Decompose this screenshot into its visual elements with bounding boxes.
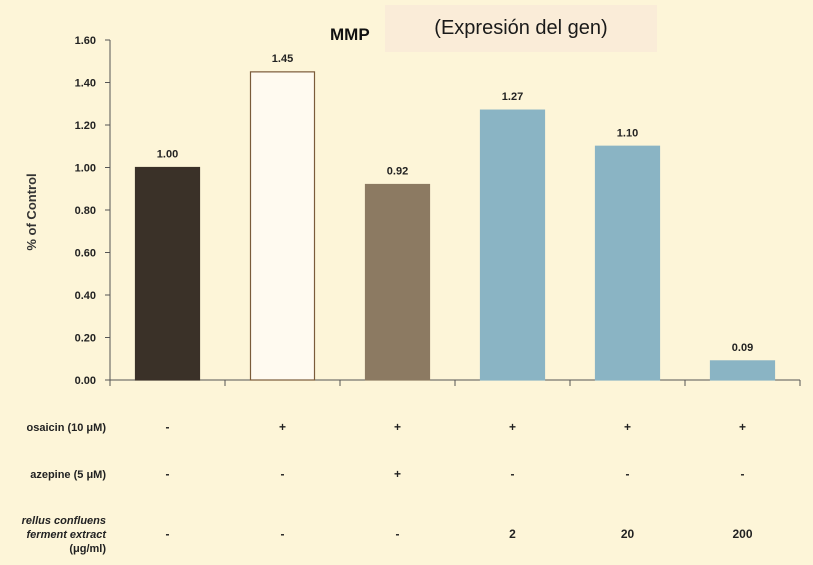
- gene-expression-caption: (Expresión del gen): [385, 5, 657, 52]
- y-tick-label: 1.60: [75, 35, 96, 47]
- condition-label: osaicin (10 μM): [27, 422, 107, 434]
- condition-value: -: [166, 467, 170, 481]
- bar: [134, 166, 201, 381]
- y-tick-label: 0.40: [75, 290, 96, 302]
- y-tick-label: 0.80: [75, 205, 96, 217]
- condition-value: -: [166, 420, 170, 434]
- condition-label: azepine (5 μM): [30, 469, 106, 481]
- y-tick-label: 1.20: [75, 120, 96, 132]
- condition-value: -: [281, 467, 285, 481]
- condition-value: -: [511, 467, 515, 481]
- condition-value: +: [394, 467, 401, 481]
- condition-value: +: [394, 420, 401, 434]
- bar: [709, 360, 776, 381]
- bar-value-label: 0.09: [732, 342, 753, 354]
- bar: [249, 71, 316, 381]
- condition-value: 2: [509, 527, 516, 541]
- y-tick-label: 0.60: [75, 248, 96, 260]
- condition-value: -: [626, 467, 630, 481]
- condition-value: -: [166, 527, 170, 541]
- bar: [364, 183, 431, 381]
- condition-value: 200: [732, 527, 752, 541]
- condition-value: -: [281, 527, 285, 541]
- bar-value-label: 1.10: [617, 127, 638, 139]
- condition-label: rellus confluens: [22, 515, 106, 527]
- condition-value: +: [509, 420, 516, 434]
- bar: [594, 145, 661, 381]
- condition-label: (μg/ml): [69, 543, 106, 555]
- condition-value: 20: [621, 527, 635, 541]
- condition-value: +: [624, 420, 631, 434]
- condition-label: ferment extract: [27, 529, 108, 541]
- condition-value: -: [741, 467, 745, 481]
- condition-value: +: [739, 420, 746, 434]
- bar-value-label: 1.00: [157, 149, 178, 161]
- chart-title: MMP: [330, 25, 370, 44]
- y-axis-label: % of Control: [24, 173, 39, 250]
- bar-value-label: 0.92: [387, 166, 408, 178]
- bar-value-label: 1.27: [502, 91, 523, 103]
- y-tick-label: 0.20: [75, 333, 96, 345]
- y-tick-label: 1.00: [75, 163, 96, 175]
- y-tick-label: 0.00: [75, 375, 96, 387]
- bar: [479, 109, 546, 381]
- condition-value: -: [396, 527, 400, 541]
- condition-value: +: [279, 420, 286, 434]
- y-tick-label: 1.40: [75, 78, 96, 90]
- bar-value-label: 1.45: [272, 53, 293, 65]
